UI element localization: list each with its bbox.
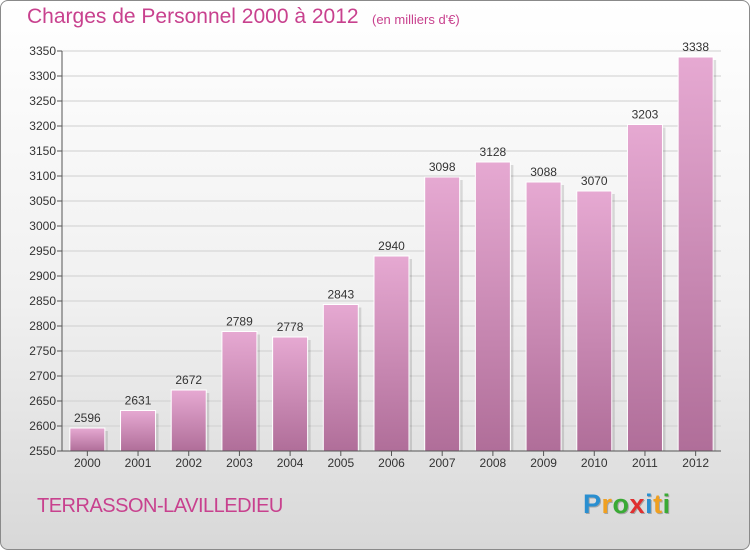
bar-value-label: 2940 [378,239,405,253]
x-tick-label: 2002 [175,456,202,470]
bar [373,255,410,452]
bar [221,331,258,452]
logo-letter: x [629,489,646,519]
y-tick-label: 3100 [29,169,56,183]
y-tick-label: 2800 [29,319,56,333]
x-tick-label: 2008 [480,456,507,470]
y-tick-label: 2900 [29,269,56,283]
bar [576,190,613,452]
y-tick-label: 3150 [29,144,56,158]
unit-note: (en milliers d'€) [372,12,460,27]
bar-value-label: 3070 [581,174,608,188]
bar [525,181,562,452]
bar-value-label: 2631 [125,394,152,408]
x-tick-label: 2012 [682,456,709,470]
bar [322,304,359,452]
y-tick-label: 2650 [29,394,56,408]
bar [170,389,207,452]
bar-value-label: 2596 [74,411,101,425]
bar [69,427,106,452]
proxiti-logo: Proxiti [583,489,671,520]
axes: 2550 2600 2650 2700 2750 2800 2850 2900 2950 3000… [29,44,721,470]
logo-letter: t [653,489,663,519]
bar-value-label: 3088 [530,165,557,179]
bar [474,161,511,452]
bar-value-label: 3098 [429,160,456,174]
y-tick-label: 3050 [29,194,56,208]
bars: 2596 2631 2672 2789 2778 2843 2940 3098 3128 3088… [69,40,717,452]
x-tick-label: 2007 [429,456,456,470]
logo-letter: i [662,489,671,519]
bar [272,336,309,452]
bar [626,124,663,452]
bar-value-label: 2789 [226,315,253,329]
bar [120,410,157,452]
y-tick-label: 2700 [29,369,56,383]
x-tick-label: 2006 [378,456,405,470]
bar-value-label: 2778 [277,320,304,334]
y-tick-label: 3200 [29,119,56,133]
x-tick-label: 2003 [226,456,253,470]
bar [677,56,714,452]
x-tick-label: 2011 [632,456,658,470]
logo-letter: P [583,489,602,519]
y-tick-label: 3300 [29,69,56,83]
bar [424,176,461,452]
x-tick-label: 2010 [581,456,608,470]
bar-value-label: 3128 [480,145,507,159]
x-tick-label: 2009 [530,456,557,470]
x-tick-label: 2001 [125,456,152,470]
y-tick-label: 3000 [29,219,56,233]
y-tick-label: 2850 [29,294,56,308]
bar-value-label: 3203 [632,108,659,122]
bar-value-label: 2843 [327,288,354,302]
x-tick-label: 2000 [74,456,101,470]
y-tick-label: 2600 [29,419,56,433]
logo-letter: i [645,489,654,519]
logo-letter: o [612,489,630,519]
bar-value-label: 2672 [175,373,202,387]
y-tick-label: 2950 [29,244,56,258]
chart-title: Charges de Personnel 2000 à 2012 [27,5,359,28]
commune-name: TERRASSON-LAVILLEDIEU [37,495,283,517]
logo-letter: r [601,489,613,519]
y-tick-label: 3250 [29,94,56,108]
y-tick-label: 2550 [29,444,56,458]
x-tick-label: 2004 [277,456,304,470]
y-tick-label: 3350 [29,44,56,58]
y-tick-label: 2750 [29,344,56,358]
bar-value-label: 3338 [682,40,709,54]
x-tick-label: 2005 [327,456,354,470]
